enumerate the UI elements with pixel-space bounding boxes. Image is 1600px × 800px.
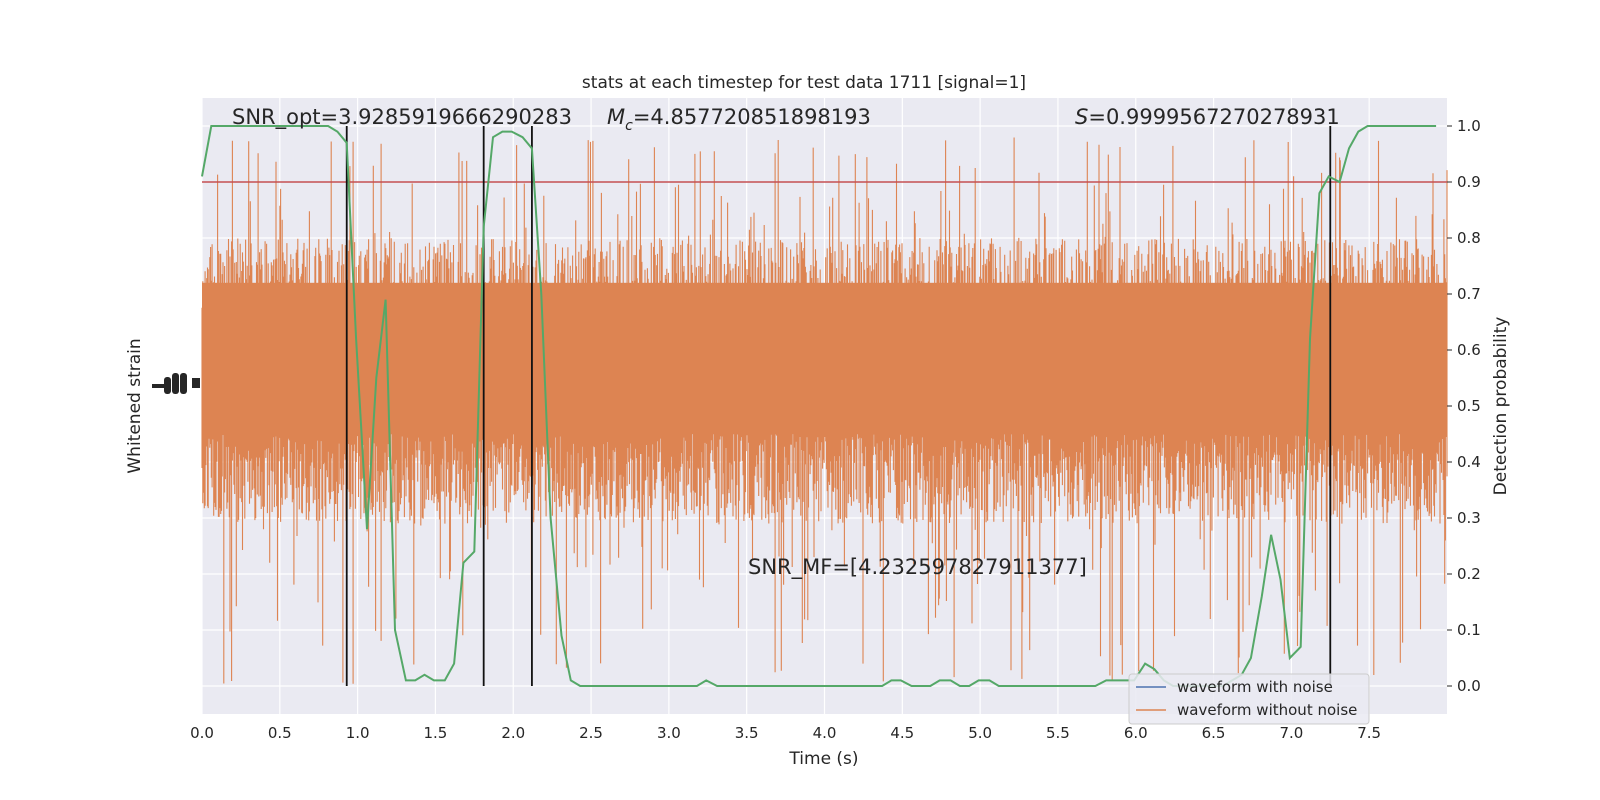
right-axis-ticks: 0.0 0.1 0.2 0.3 0.4 0.5 0.6 0.7 0.8 0.9 1.0 — [1447, 117, 1481, 695]
x-tick-label: 3.5 — [735, 724, 759, 742]
legend: waveform with noise waveform without noi… — [1128, 673, 1370, 725]
y-tick-label: 0.0 — [1457, 677, 1481, 695]
left-axis-label: Whitened strain — [125, 338, 145, 473]
x-tick-label: 5.5 — [1046, 724, 1070, 742]
x-tick-label: 6.5 — [1202, 724, 1226, 742]
y-tick-label: 0.5 — [1457, 397, 1481, 415]
x-tick-label: 2.0 — [501, 724, 525, 742]
x-tick-label: 7.0 — [1279, 724, 1303, 742]
chirp-mass-value: =4.857720851898193 — [633, 105, 871, 129]
legend-label-with-noise: waveform with noise — [1177, 678, 1333, 696]
x-tick-label: 1.5 — [424, 724, 448, 742]
chart-title: stats at each timestep for test data 171… — [582, 73, 1026, 93]
y-tick-label: 0.6 — [1457, 341, 1481, 359]
x-tick-label: 5.0 — [968, 724, 992, 742]
plot-area — [201, 98, 1448, 714]
x-tick-label: 0.5 — [268, 724, 292, 742]
x-tick-label: 3.0 — [657, 724, 681, 742]
y-tick-label: 0.3 — [1457, 509, 1481, 527]
snr-opt-annotation: SNR_opt=3.9285919666290283 — [232, 105, 572, 130]
x-tick-label: 4.0 — [813, 724, 837, 742]
s-symbol: S — [1075, 105, 1088, 129]
legend-box — [1128, 673, 1370, 725]
chirp-mass-annotation: Mc=4.857720851898193 — [607, 105, 871, 134]
chirp-mass-subscript: c — [625, 118, 633, 134]
y-tick-label: 0.2 — [1457, 565, 1481, 583]
s-annotation: S=0.9999567270278931 — [1075, 105, 1340, 129]
y-tick-label: 0.1 — [1457, 621, 1481, 639]
x-axis-label: Time (s) — [788, 749, 858, 769]
y-tick-label: 0.9 — [1457, 173, 1481, 191]
y-tick-label: 1.0 — [1457, 117, 1481, 135]
waveform-dense-core — [202, 282, 1447, 434]
y-tick-label: 0.8 — [1457, 229, 1481, 247]
x-tick-label: 1.0 — [346, 724, 370, 742]
x-tick-label: 4.5 — [890, 724, 914, 742]
x-tick-label: 6.0 — [1124, 724, 1148, 742]
x-tick-label: 7.5 — [1357, 724, 1381, 742]
y-tick-label: 0.7 — [1457, 285, 1481, 303]
y-tick-label: 0.4 — [1457, 453, 1481, 471]
s-value: =0.9999567270278931 — [1088, 105, 1339, 129]
left-axis-tick-cluster — [152, 373, 200, 394]
right-axis-label: Detection probability — [1491, 317, 1511, 496]
x-axis-ticks: 0.0 0.5 1.0 1.5 2.0 2.5 3.0 3.5 4.0 4.5 5.0 5.5 6.0 6… — [190, 724, 1381, 742]
annotations: SNR_opt=3.9285919666290283 Mc=4.85772085… — [232, 105, 1340, 580]
x-tick-label: 2.5 — [579, 724, 603, 742]
legend-label-without-noise: waveform without noise — [1177, 701, 1357, 719]
chirp-mass-symbol: M — [607, 105, 625, 129]
waveform-without-noise-series — [201, 137, 1448, 684]
x-tick-label: 0.0 — [190, 724, 214, 742]
snr-mf-annotation: SNR_MF=[4.232597827911377] — [748, 555, 1087, 580]
